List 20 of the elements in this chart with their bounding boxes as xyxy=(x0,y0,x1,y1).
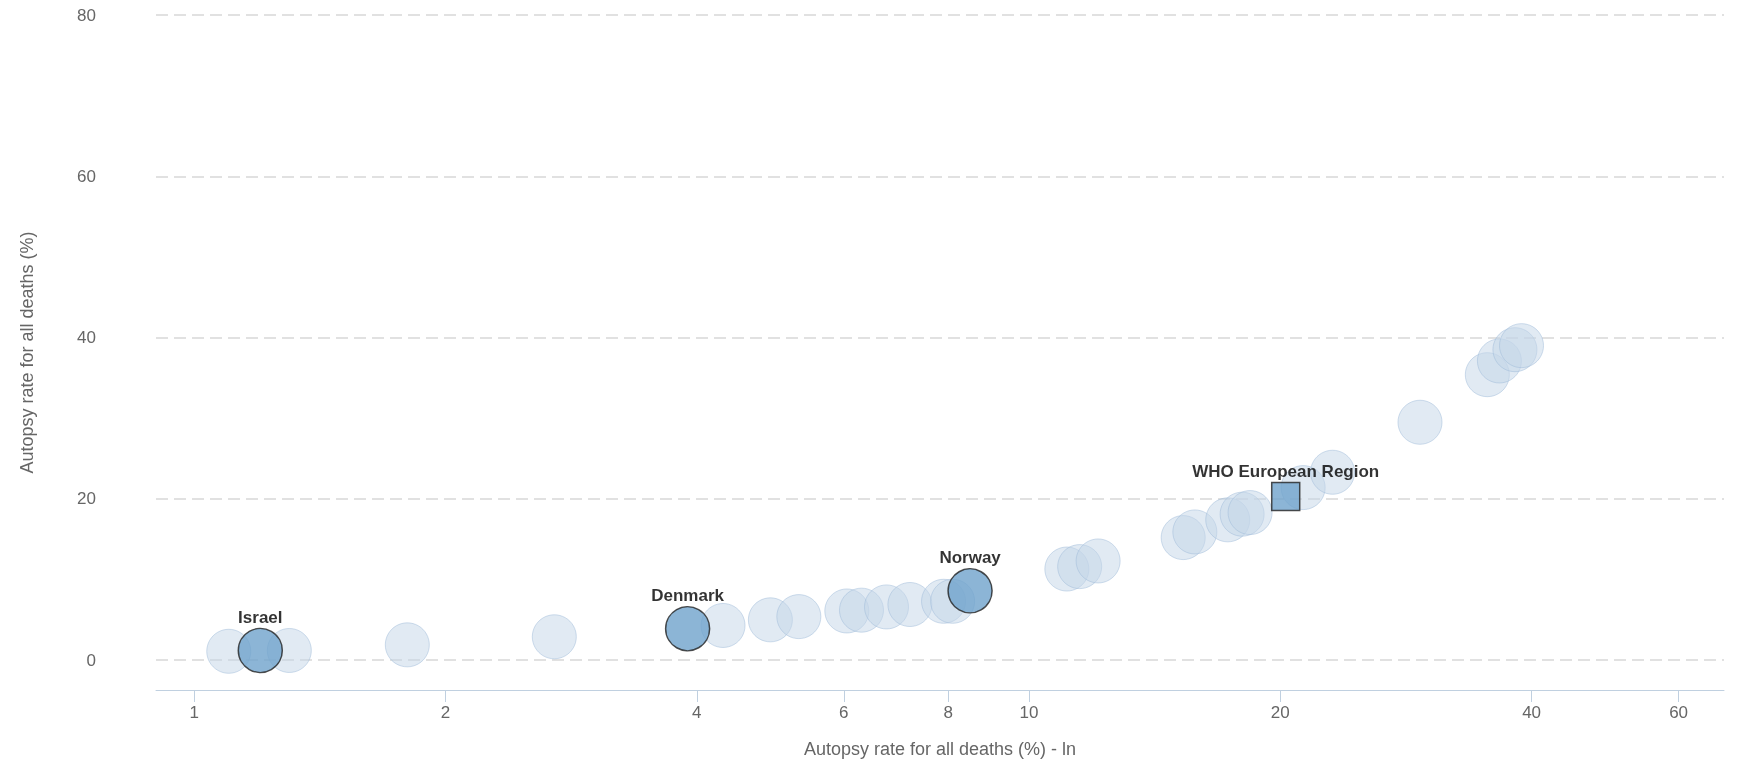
y-tick-label: 80 xyxy=(77,5,96,25)
x-tick-label: 1 xyxy=(189,703,199,722)
x-tick-label: 4 xyxy=(692,703,702,722)
x-tick-label: 2 xyxy=(440,703,451,722)
series-label: WHO European Region xyxy=(1192,461,1380,481)
x-axis-title: Autopsy rate for all deaths (%) - ln xyxy=(803,739,1077,759)
x-tick-label: 8 xyxy=(943,703,953,722)
x-tick-label: 10 xyxy=(1019,703,1039,722)
y-tick-label: 20 xyxy=(77,489,96,509)
y-axis-title: Autopsy rate for all deaths (%) xyxy=(17,231,37,474)
y-tick-label: 60 xyxy=(77,166,96,186)
y-tick-label: 40 xyxy=(77,328,96,348)
y-tick-label: 0 xyxy=(86,650,96,670)
series-label: Denmark xyxy=(651,585,725,605)
series-label: Israel xyxy=(238,607,283,627)
x-tick-label: 6 xyxy=(839,703,849,722)
x-tick-label: 20 xyxy=(1270,703,1290,722)
x-tick-label: 60 xyxy=(1669,703,1689,722)
x-tick-label: 40 xyxy=(1522,703,1542,722)
series-label: Norway xyxy=(939,548,1002,568)
